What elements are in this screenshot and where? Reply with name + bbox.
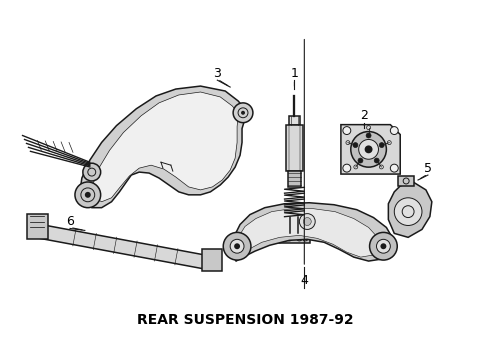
Circle shape	[234, 243, 240, 249]
Polygon shape	[80, 86, 247, 208]
Circle shape	[391, 127, 398, 135]
Circle shape	[298, 237, 300, 239]
Circle shape	[75, 182, 100, 208]
Circle shape	[376, 239, 391, 253]
Circle shape	[241, 111, 245, 115]
Bar	[288, 171, 301, 187]
Polygon shape	[389, 182, 432, 237]
Circle shape	[394, 198, 422, 225]
Text: REAR SUSPENSION 1987-92: REAR SUSPENSION 1987-92	[137, 314, 353, 327]
Circle shape	[288, 237, 291, 239]
Polygon shape	[341, 125, 400, 174]
Circle shape	[343, 164, 351, 172]
Polygon shape	[92, 92, 238, 202]
Circle shape	[282, 237, 285, 239]
Circle shape	[391, 164, 398, 172]
Circle shape	[304, 237, 306, 239]
Circle shape	[369, 233, 397, 260]
Bar	[289, 116, 300, 125]
Circle shape	[230, 239, 244, 253]
Polygon shape	[39, 225, 212, 270]
Text: 4: 4	[300, 274, 308, 287]
Text: 3: 3	[213, 67, 221, 80]
Polygon shape	[26, 213, 48, 239]
Text: 5: 5	[424, 162, 432, 175]
Circle shape	[343, 127, 351, 135]
Bar	[286, 125, 303, 171]
Text: 6: 6	[66, 215, 74, 228]
Circle shape	[353, 143, 358, 148]
Polygon shape	[202, 249, 222, 271]
Circle shape	[365, 145, 372, 153]
Circle shape	[366, 133, 371, 138]
Circle shape	[223, 233, 251, 260]
Circle shape	[374, 158, 379, 163]
Circle shape	[351, 131, 387, 167]
Circle shape	[358, 158, 363, 163]
Circle shape	[299, 213, 315, 229]
Polygon shape	[279, 229, 310, 243]
Circle shape	[379, 143, 384, 148]
Circle shape	[380, 243, 387, 249]
Circle shape	[303, 217, 311, 225]
Circle shape	[359, 139, 378, 159]
Circle shape	[85, 192, 91, 198]
Polygon shape	[237, 209, 379, 257]
Polygon shape	[232, 203, 393, 261]
Polygon shape	[398, 176, 414, 186]
Text: 2: 2	[360, 109, 368, 122]
Text: 1: 1	[291, 67, 298, 80]
Circle shape	[83, 163, 100, 181]
Circle shape	[233, 103, 253, 123]
